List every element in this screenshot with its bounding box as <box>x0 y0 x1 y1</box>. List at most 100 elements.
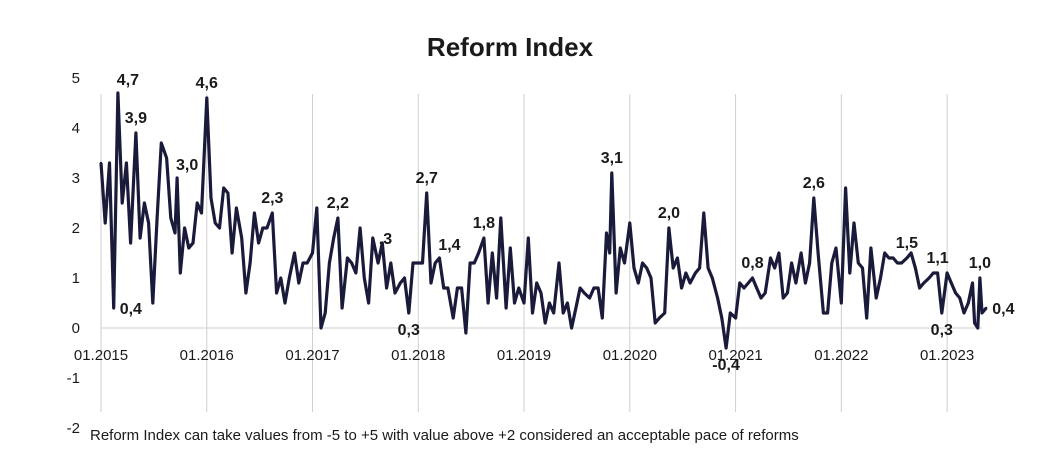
data-label: 0,8 <box>741 255 763 272</box>
data-point <box>794 281 798 285</box>
data-point <box>738 281 741 285</box>
data-point <box>218 226 221 230</box>
data-point <box>112 306 115 310</box>
data-point <box>371 236 374 240</box>
data-point <box>121 201 124 205</box>
data-point <box>143 201 146 205</box>
data-label: 0,4 <box>120 301 142 318</box>
data-point <box>376 261 380 265</box>
data-point <box>601 316 604 320</box>
x-tick-label: 01.2015 <box>74 347 128 364</box>
data-point <box>830 261 833 265</box>
data-point <box>504 306 508 310</box>
data-point <box>773 266 776 270</box>
chart-footnote: Reform Index can take values from -5 to … <box>90 427 799 444</box>
data-point <box>649 276 653 280</box>
data-point <box>747 281 750 285</box>
data-label: ,3 <box>379 231 392 248</box>
data-point <box>869 246 873 250</box>
data-label: 1,5 <box>896 235 918 252</box>
data-point <box>311 251 314 255</box>
data-point <box>332 236 335 240</box>
data-point <box>244 291 248 295</box>
data-label: 2,0 <box>658 205 680 222</box>
data-point <box>706 266 710 270</box>
data-point <box>905 256 909 260</box>
data-point <box>619 246 622 250</box>
data-point <box>407 311 410 315</box>
data-point <box>962 311 966 315</box>
data-point <box>592 286 596 290</box>
data-point <box>271 211 274 215</box>
data-point <box>711 276 714 280</box>
data-point <box>588 296 591 300</box>
data-point <box>482 236 486 240</box>
data-point <box>169 216 172 220</box>
data-point <box>173 231 177 235</box>
data-point <box>279 276 282 280</box>
data-point <box>786 291 789 295</box>
data-point <box>967 301 970 305</box>
data-point <box>350 261 353 265</box>
data-point <box>694 271 697 275</box>
data-point <box>468 261 472 265</box>
data-point <box>473 261 476 265</box>
data-point <box>896 261 899 265</box>
data-point <box>764 291 767 295</box>
data-point <box>367 301 370 305</box>
data-point <box>200 211 203 215</box>
data-point <box>544 321 547 325</box>
data-point <box>442 286 445 290</box>
data-point <box>552 311 555 315</box>
data-point <box>698 266 701 270</box>
data-point <box>816 251 820 255</box>
data-point <box>623 261 626 265</box>
data-point <box>887 256 891 260</box>
data-point <box>460 286 463 290</box>
data-point <box>548 301 551 305</box>
data-point <box>191 241 195 245</box>
data-point <box>684 271 688 275</box>
data-point <box>861 266 864 270</box>
data-point <box>927 276 931 280</box>
data-point <box>214 221 217 225</box>
data-point <box>165 156 168 160</box>
data-point <box>403 276 406 280</box>
data-point <box>755 286 758 290</box>
data-point <box>196 201 199 205</box>
data-point <box>116 91 120 95</box>
data-point <box>125 161 128 165</box>
data-point <box>596 286 600 290</box>
data-label: -0,4 <box>712 357 740 374</box>
data-point <box>179 271 182 275</box>
data-point <box>499 216 502 220</box>
data-label: 2,7 <box>416 170 438 187</box>
data-point <box>535 281 538 285</box>
data-point <box>429 281 433 285</box>
series-layer <box>99 91 988 350</box>
data-label: 1,4 <box>438 237 460 254</box>
data-label: 4,7 <box>117 72 139 89</box>
data-point <box>464 331 468 335</box>
data-label: 2,2 <box>327 195 349 212</box>
data-point <box>354 271 358 275</box>
data-point <box>486 301 490 305</box>
data-point <box>610 171 613 175</box>
data-point <box>875 296 878 300</box>
data-point <box>389 261 392 265</box>
data-point <box>945 271 949 275</box>
x-tick-label: 01.2017 <box>285 347 339 364</box>
data-point <box>288 276 291 280</box>
data-point <box>834 246 838 250</box>
data-point <box>645 266 648 270</box>
data-label: 1,1 <box>926 250 948 267</box>
data-point <box>99 161 103 165</box>
data-point <box>151 301 154 305</box>
data-point <box>614 291 618 295</box>
data-point <box>393 291 397 295</box>
data-point <box>932 271 935 275</box>
data-point <box>495 296 498 300</box>
data-point <box>777 251 781 255</box>
data-point <box>822 311 825 315</box>
